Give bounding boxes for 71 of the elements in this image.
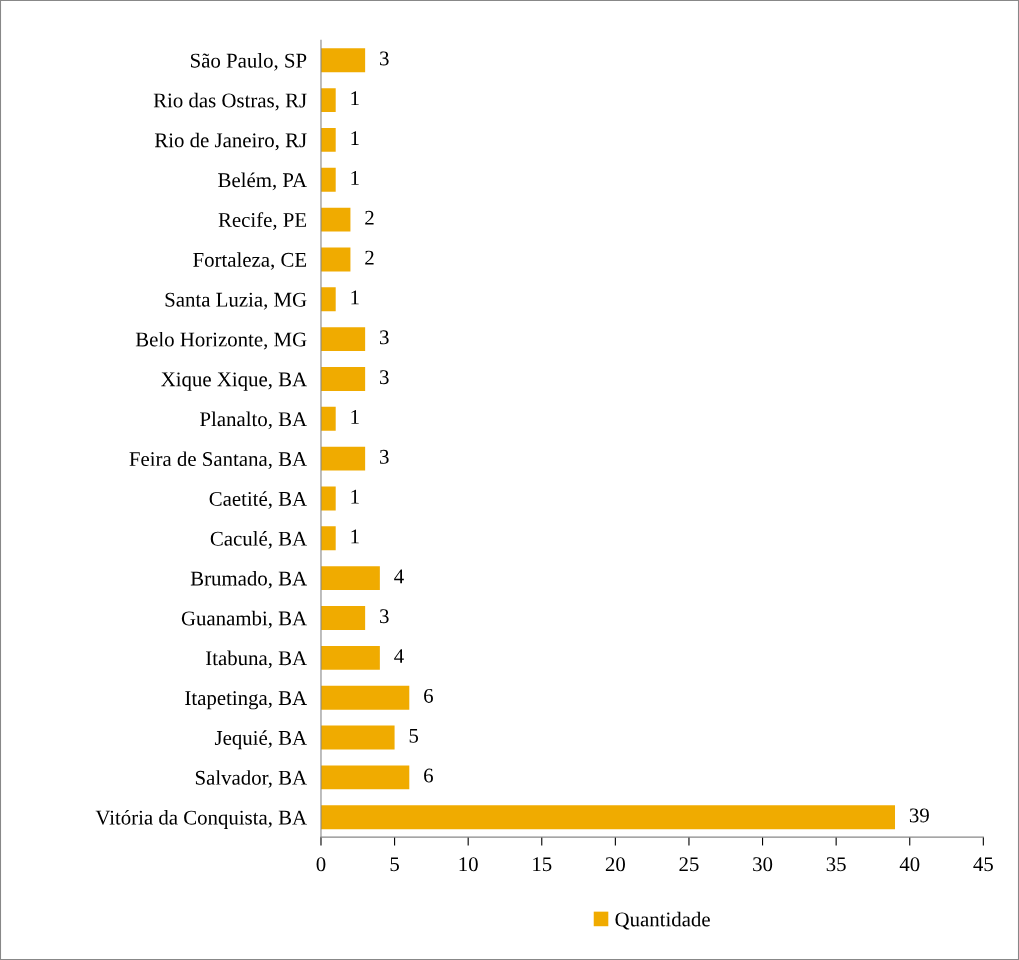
x-tick-label: 5: [390, 857, 399, 872]
x-tick-label: 35: [826, 857, 846, 872]
data-label: 3: [380, 330, 389, 345]
data-label: 6: [424, 768, 433, 783]
legend-label: Quantidade: [615, 911, 710, 930]
y-tick-label: Caetité, BA: [209, 491, 307, 509]
data-label: 5: [409, 728, 419, 743]
bar: [320, 287, 336, 312]
y-tick-label: Itapetinga, BA: [185, 691, 307, 710]
bar: [320, 406, 336, 431]
bar: [320, 48, 366, 73]
y-tick-label: Salvador, BA: [195, 770, 307, 788]
x-tick-label: 30: [753, 857, 773, 872]
x-tick-label: 25: [679, 857, 699, 872]
data-label: 3: [380, 370, 389, 385]
x-tick-label: 0: [316, 857, 326, 872]
bar: [320, 526, 336, 551]
x-tick-label: 10: [459, 857, 478, 872]
y-tick-label: Feira de Santana, BA: [129, 451, 307, 470]
data-label: 4: [394, 649, 404, 663]
y-tick-label: Planalto, BA: [200, 411, 307, 430]
data-label: 1: [351, 489, 359, 504]
data-label: 6: [424, 688, 433, 703]
x-tick-label: 45: [973, 857, 993, 872]
bar: [320, 327, 366, 352]
x-tick-label: 40: [899, 857, 920, 872]
data-label: 3: [380, 449, 389, 464]
bar: [320, 606, 366, 630]
data-label: 3: [380, 51, 389, 66]
y-tick-label: Rio de Janeiro, RJ: [154, 132, 307, 151]
y-tick-label: Fortaleza, CE: [193, 252, 307, 270]
y-tick-label: Guanambi, BA: [181, 610, 307, 629]
y-tick-label: Xique Xique, BA: [161, 372, 307, 391]
data-label: 1: [351, 171, 359, 185]
y-tick-label: Rio das Ostras, RJ: [153, 92, 307, 111]
bar: [320, 725, 395, 750]
y-tick-label: Recife, PE: [218, 212, 307, 231]
data-label: 1: [351, 91, 359, 106]
data-label: 1: [351, 290, 359, 305]
bar: [320, 207, 351, 232]
y-tick-label: Belém, PA: [218, 172, 307, 191]
bar: [320, 367, 366, 391]
y-tick-label: Caculé, BA: [210, 531, 307, 549]
bar: [320, 486, 336, 511]
data-label: 1: [351, 131, 359, 145]
data-label: 3: [380, 609, 389, 624]
y-tick-label: Itabuna, BA: [206, 650, 307, 669]
data-label: 4: [394, 569, 404, 584]
bar: [320, 685, 410, 710]
x-tick-label: 20: [605, 857, 625, 872]
bar: [320, 247, 351, 272]
bar: [320, 765, 410, 790]
bar: [320, 446, 366, 471]
bar: [320, 566, 380, 591]
data-label: 1: [351, 410, 359, 424]
y-tick-label: Vitória da Conquista, BA: [95, 809, 307, 829]
bar: [320, 167, 336, 192]
bar: [320, 805, 896, 830]
data-label: 2: [365, 210, 374, 225]
x-tick-label: 15: [533, 857, 552, 872]
bar: [320, 127, 336, 152]
bar: [320, 645, 380, 670]
data-label: 39: [909, 808, 929, 823]
bar: [320, 88, 336, 113]
y-tick-label: Brumado, BA: [190, 570, 307, 589]
data-label: 2: [365, 250, 374, 265]
y-tick-label: Jequié, BA: [214, 730, 307, 750]
data-label: 1: [351, 529, 359, 544]
y-tick-label: Belo Horizonte, MG: [135, 331, 307, 350]
y-tick-label: Santa Luzia, MG: [165, 292, 307, 310]
y-tick-label: São Paulo, SP: [190, 53, 307, 71]
